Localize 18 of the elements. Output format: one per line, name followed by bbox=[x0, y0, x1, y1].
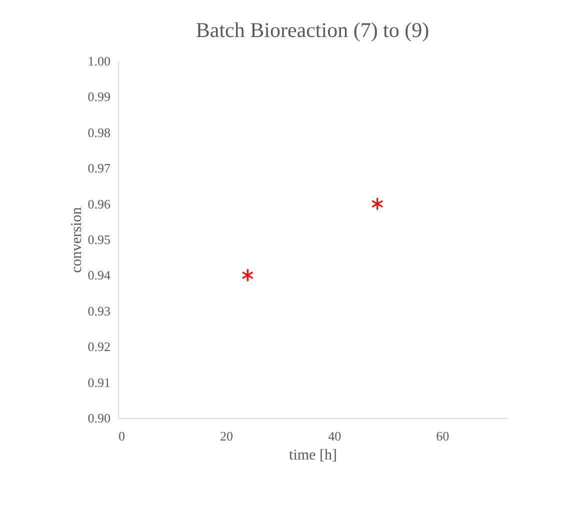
chart-title: Batch Bioreaction (7) to (9) bbox=[196, 18, 430, 42]
x-axis-title: time [h] bbox=[289, 448, 337, 464]
x-tick-label: 20 bbox=[220, 428, 234, 444]
y-tick-label: 0.92 bbox=[88, 339, 110, 354]
y-tick-label: 0.91 bbox=[88, 374, 110, 390]
y-tick-label: 0.95 bbox=[88, 232, 110, 247]
y-tick-label: 0.94 bbox=[88, 268, 111, 283]
y-tick-label: 0.99 bbox=[88, 89, 110, 104]
x-tick-label: 60 bbox=[436, 428, 450, 444]
y-axis-title: conversion bbox=[68, 206, 85, 273]
y-tick-label: 0.96 bbox=[88, 196, 111, 212]
y-tick-label: 0.93 bbox=[88, 303, 110, 318]
y-tick-label: 0.97 bbox=[88, 160, 111, 176]
x-tick-label: 40 bbox=[328, 428, 342, 444]
y-tick-label: 1.00 bbox=[88, 54, 110, 68]
x-tick-label: 0 bbox=[118, 428, 125, 444]
y-tick-label: 0.98 bbox=[88, 124, 110, 140]
y-tick-label: 0.90 bbox=[88, 410, 110, 426]
